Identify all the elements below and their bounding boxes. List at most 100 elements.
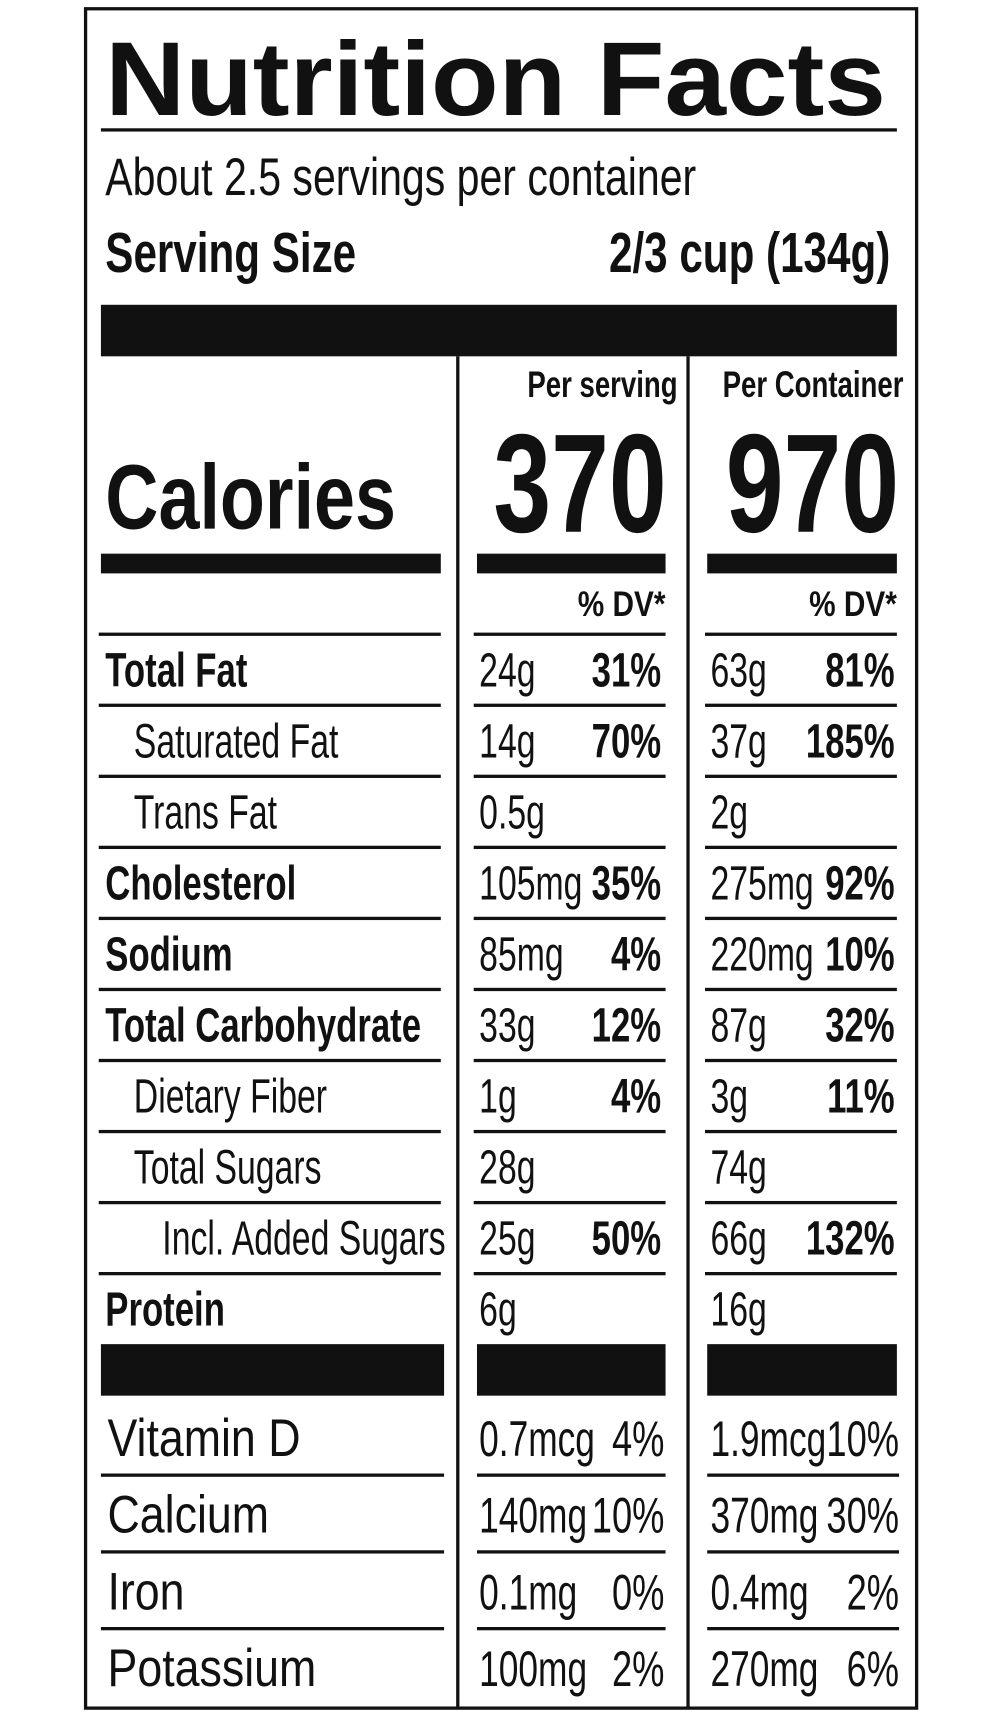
rule — [98, 987, 441, 992]
amount: 140mg — [479, 1489, 587, 1545]
amount: 28g — [479, 1140, 535, 1194]
rule — [473, 987, 666, 992]
percent-dv: 2% — [847, 1565, 899, 1621]
column-divider — [456, 356, 460, 1709]
rule — [98, 632, 441, 636]
percent-dv: 4% — [611, 1069, 661, 1123]
thick-bar — [100, 1344, 445, 1396]
rule — [705, 1058, 897, 1063]
amount: 275mg — [711, 855, 814, 909]
calories-value: 970 — [726, 406, 899, 563]
rule — [705, 916, 897, 921]
serving-size-label: Serving Size — [105, 221, 356, 285]
vitamin-label: Iron — [108, 1563, 185, 1621]
thick-bar — [476, 1344, 666, 1396]
amount: 2g — [711, 784, 749, 838]
amount: 74g — [711, 1140, 767, 1194]
amount: 16g — [711, 1282, 767, 1336]
rule — [98, 1129, 441, 1134]
percent-dv: 132% — [806, 1211, 895, 1265]
rule — [100, 1550, 445, 1554]
nutrient-label: Sodium — [105, 927, 232, 981]
amount: 0.4mg — [711, 1565, 809, 1621]
dv-header: % DV* — [578, 585, 666, 624]
nutrient-label: Protein — [105, 1282, 225, 1336]
percent-dv: 0% — [612, 1565, 664, 1621]
amount: 85mg — [479, 926, 563, 980]
rule — [473, 1200, 666, 1205]
amount: 0.1mg — [479, 1565, 577, 1621]
amount: 63g — [711, 642, 767, 696]
rule — [707, 1473, 900, 1477]
amount: 105mg — [479, 855, 582, 909]
rule — [473, 774, 666, 778]
rule — [707, 1550, 900, 1554]
dv-header: % DV* — [809, 585, 897, 624]
percent-dv: 10% — [592, 1488, 665, 1544]
amount: 66g — [711, 1211, 767, 1265]
rule — [473, 1058, 666, 1063]
nutrient-label: Total Fat — [105, 643, 247, 697]
amount: 1g — [479, 1069, 517, 1123]
amount: 24g — [479, 642, 535, 696]
percent-dv: 2% — [612, 1641, 664, 1697]
nutrient-label: Incl. Added Sugars — [162, 1211, 445, 1265]
column-header: Per Container — [723, 363, 904, 405]
bar — [100, 553, 441, 574]
rule — [100, 128, 897, 132]
rule — [705, 845, 897, 850]
rule — [705, 1200, 897, 1205]
thick-bar — [707, 1344, 897, 1396]
nutrient-label: Saturated Fat — [134, 713, 339, 767]
amount: 370mg — [711, 1489, 819, 1545]
amount: 37g — [711, 713, 767, 767]
amount: 87g — [711, 998, 767, 1052]
percent-dv: 32% — [825, 998, 894, 1052]
thick-bar — [100, 304, 897, 357]
rule — [705, 632, 897, 636]
title: Nutrition Facts — [105, 21, 886, 138]
serving-size: 2/3 cup (134g) — [609, 221, 890, 285]
nutrient-label: Trans Fat — [134, 784, 278, 838]
rule — [705, 1271, 897, 1276]
bar — [476, 553, 666, 574]
rule — [98, 916, 441, 921]
rule — [705, 703, 897, 707]
amount: 0.5g — [479, 784, 545, 838]
rule — [98, 1200, 441, 1205]
percent-dv: 4% — [612, 1411, 664, 1467]
percent-dv: 35% — [592, 856, 661, 910]
rule — [476, 1473, 666, 1477]
rule — [473, 1129, 666, 1134]
amount: 270mg — [711, 1642, 819, 1698]
percent-dv: 30% — [826, 1488, 899, 1544]
nutrient-label: Cholesterol — [105, 856, 296, 910]
rule — [707, 1627, 900, 1631]
rule — [98, 1271, 441, 1276]
percent-dv: 50% — [592, 1211, 661, 1265]
calories-label: Calories — [105, 446, 396, 549]
percent-dv: 70% — [592, 714, 661, 768]
rule — [98, 845, 441, 850]
percent-dv: 4% — [611, 927, 661, 981]
calories-value: 370 — [493, 406, 666, 563]
rule — [473, 632, 666, 636]
amount: 220mg — [711, 926, 814, 980]
percent-dv: 31% — [592, 643, 661, 697]
rule — [473, 1271, 666, 1276]
rule — [476, 1627, 666, 1631]
nutrient-label: Dietary Fiber — [134, 1069, 327, 1123]
percent-dv: 11% — [827, 1069, 895, 1123]
rule — [100, 1473, 445, 1477]
percent-dv: 92% — [825, 856, 894, 910]
amount: 1.9mcg — [711, 1412, 827, 1468]
percent-dv: 10% — [826, 1411, 899, 1467]
nutrient-label: Total Sugars — [134, 1140, 322, 1194]
nutrient-label: Total Carbohydrate — [105, 998, 421, 1052]
percent-dv: 12% — [592, 998, 661, 1052]
rule — [705, 987, 897, 992]
amount: 33g — [479, 998, 535, 1052]
amount: 14g — [479, 713, 535, 767]
amount: 3g — [711, 1069, 749, 1123]
